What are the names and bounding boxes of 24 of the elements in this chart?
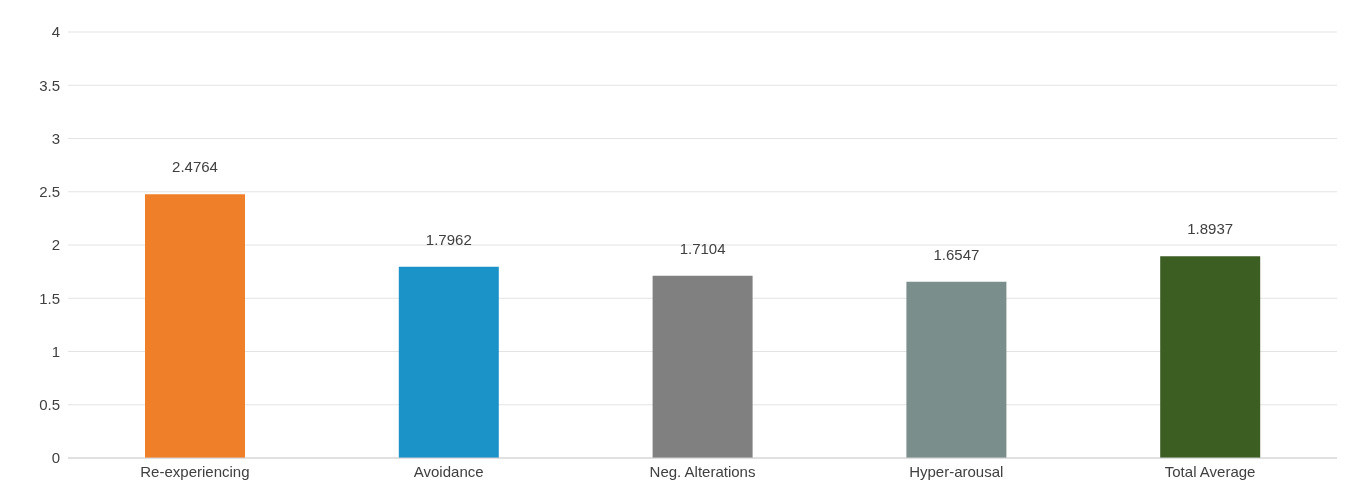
- y-tick-label: 3.5: [39, 76, 60, 94]
- data-label: 1.7104: [679, 239, 726, 257]
- y-tick-label: 2: [51, 236, 60, 254]
- bar: [145, 194, 245, 458]
- bar: [652, 275, 753, 458]
- data-label: 1.7962: [425, 230, 472, 248]
- y-tick-label: 4: [51, 23, 60, 41]
- y-tick-label: 0.5: [39, 396, 60, 414]
- y-tick-label: 2.5: [39, 183, 60, 201]
- y-tick-label: 1: [51, 342, 60, 360]
- x-tick-label: Re-experiencing: [140, 462, 250, 480]
- data-label: 2.4764: [172, 158, 218, 176]
- y-tick-label: 0: [51, 449, 60, 467]
- x-tick-label: Total Average: [1164, 462, 1256, 480]
- bar: [1160, 256, 1261, 458]
- data-label: 1.8937: [1187, 220, 1234, 238]
- x-tick-label: Neg. Alterations: [649, 462, 756, 480]
- x-tick-label: Hyper-arousal: [909, 462, 1004, 480]
- bar: [906, 281, 1007, 458]
- y-tick-label: 1.5: [39, 289, 60, 307]
- data-label: 1.6547: [933, 245, 980, 263]
- y-tick-label: 3: [51, 129, 60, 147]
- bar: [398, 266, 499, 458]
- x-tick-label: Avoidance: [413, 462, 484, 480]
